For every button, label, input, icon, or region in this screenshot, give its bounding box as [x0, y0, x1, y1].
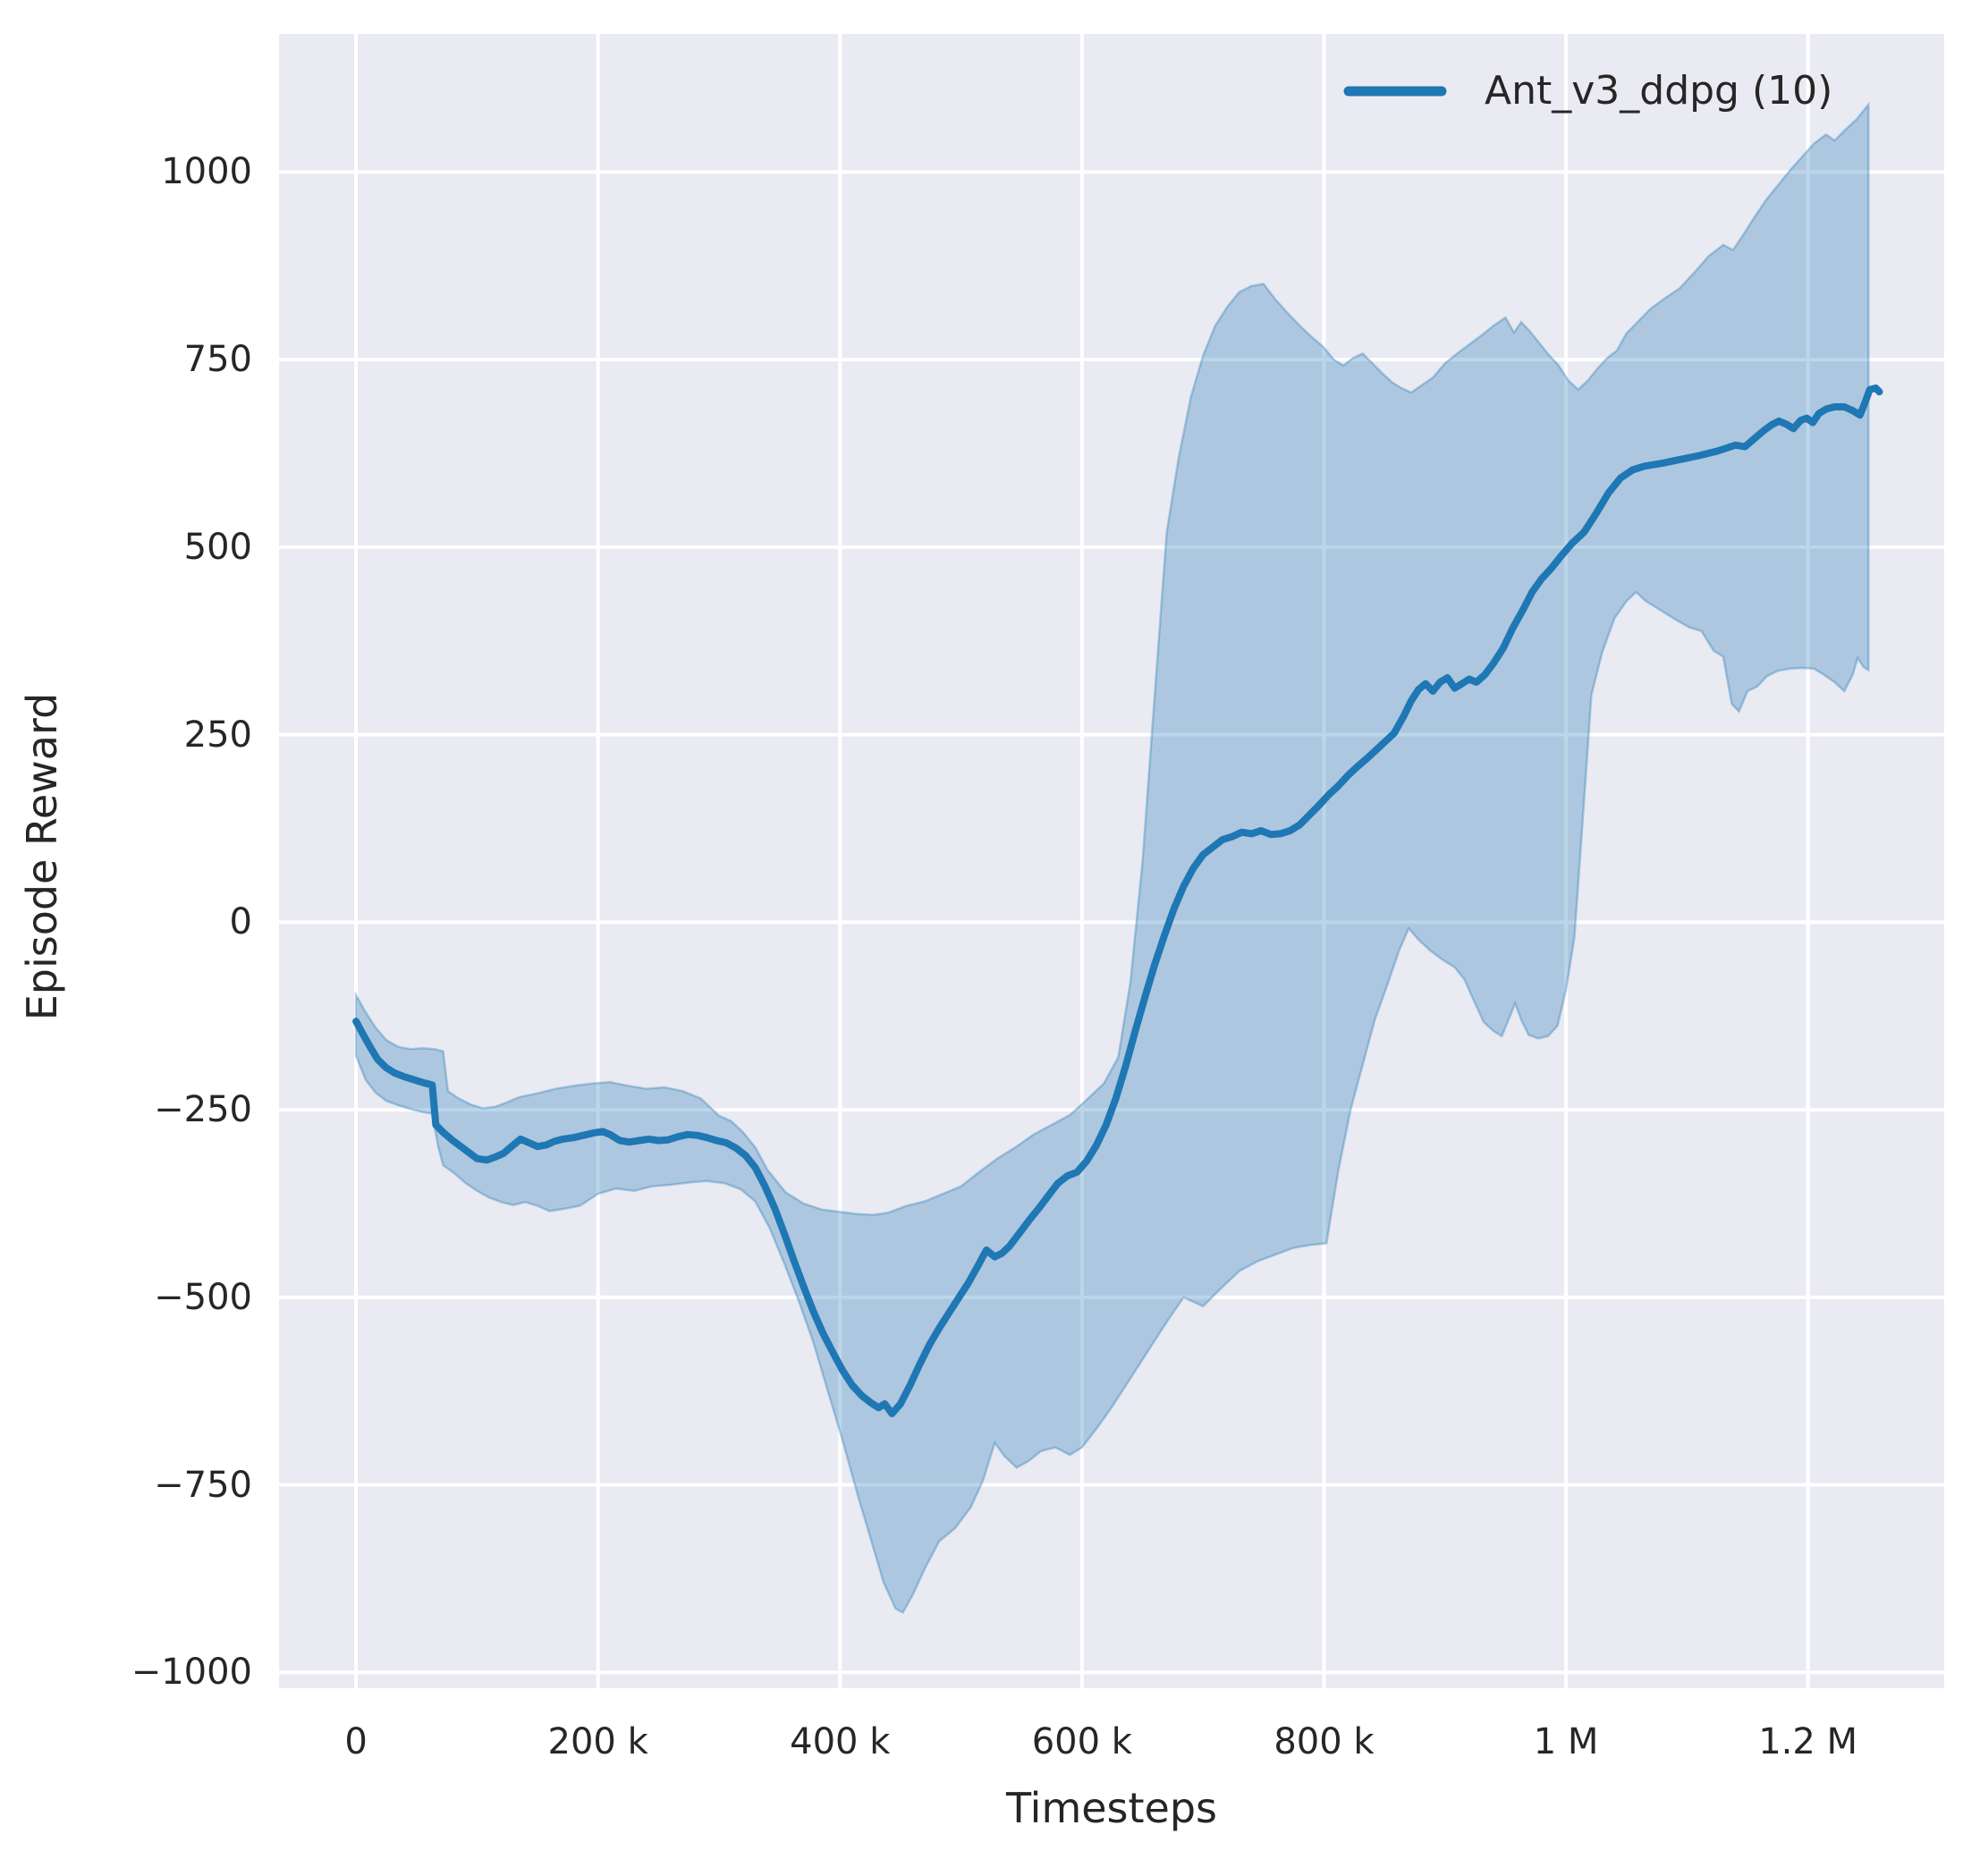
y-tick-label: 250 [183, 714, 252, 756]
y-tick-label: −1000 [131, 1652, 252, 1694]
mean-line [352, 384, 1883, 1417]
y-tick-label: 750 [183, 339, 252, 381]
y-tick-label: −250 [154, 1089, 252, 1131]
plot-area [279, 34, 1944, 1688]
legend-line-icon [1343, 86, 1447, 97]
x-tick-label: 600 k [1031, 1721, 1132, 1762]
x-tick-label: 200 k [547, 1721, 648, 1762]
y-tick-label: −500 [154, 1276, 252, 1318]
x-axis-label: Timesteps [1005, 1784, 1218, 1832]
y-tick-label: 0 [229, 901, 252, 943]
x-tick-label: 1.2 M [1758, 1721, 1858, 1762]
legend: Ant_v3_ddpg (10) [1341, 72, 1832, 111]
y-tick-label: 500 [183, 526, 252, 568]
y-tick-label: −750 [154, 1464, 252, 1506]
x-tick-label: 0 [344, 1721, 368, 1762]
legend-label: Ant_v3_ddpg (10) [1485, 68, 1833, 114]
x-tick-label: 800 k [1273, 1721, 1375, 1762]
x-tick-label: 1 M [1533, 1721, 1599, 1762]
x-tick-label: 400 k [790, 1721, 891, 1762]
confidence-band [354, 101, 1870, 1614]
chart-canvas [279, 34, 1944, 1688]
y-tick-label: 1000 [161, 151, 252, 193]
